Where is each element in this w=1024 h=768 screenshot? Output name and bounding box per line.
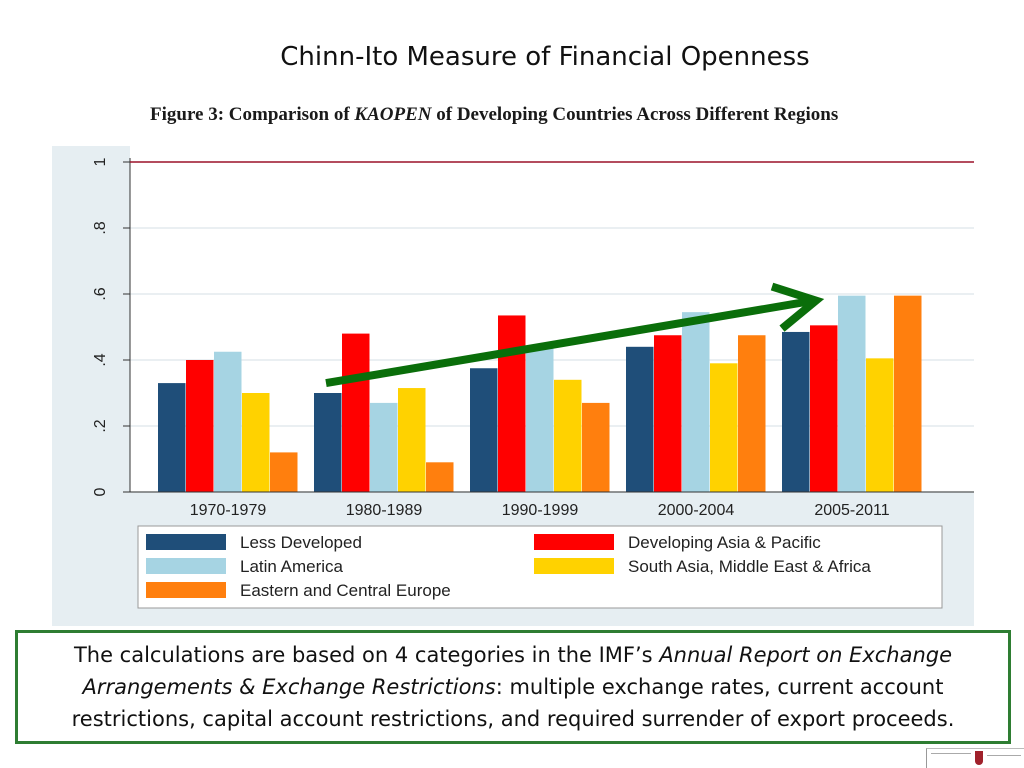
- y-tick-label: 0: [92, 487, 109, 496]
- legend-label: Less Developed: [240, 533, 362, 552]
- bar: [158, 383, 186, 492]
- figure-title-italic: KAOPEN: [354, 104, 432, 125]
- legend-label: Developing Asia & Pacific: [628, 533, 821, 552]
- legend-label: Latin America: [240, 557, 344, 576]
- figure-title-suffix: of Developing Countries Across Different…: [431, 104, 839, 125]
- legend-swatch: [146, 558, 226, 574]
- chart-panel: 0 .2 .4 .6 .8 1 1970-1979 1980-1989 1990-1999 200…: [52, 146, 974, 626]
- y-tick-label: 1: [92, 157, 109, 166]
- bar: [810, 325, 838, 492]
- y-tick-label: .6: [92, 287, 109, 300]
- bar: [866, 358, 894, 492]
- legend-swatch: [534, 534, 614, 550]
- legend-swatch: [146, 534, 226, 550]
- slide-title: Chinn-Ito Measure of Financial Openness: [280, 42, 810, 72]
- legend-swatch: [146, 582, 226, 598]
- bar: [214, 351, 242, 492]
- bar: [314, 393, 342, 492]
- caption-box: The calculations are based on 4 categori…: [15, 630, 1011, 744]
- bar: [470, 368, 498, 492]
- figure-title: Figure 3: Comparison of KAOPEN of Develo…: [150, 104, 980, 126]
- bar: [526, 346, 554, 492]
- bar: [894, 295, 922, 492]
- trend-arrow-head: [770, 282, 825, 332]
- bar: [838, 295, 866, 492]
- bar: [626, 346, 654, 492]
- caption-part2: : multiple exchange rates, current accou…: [71, 675, 955, 731]
- y-tick-label: .8: [92, 221, 109, 234]
- bar: [242, 393, 270, 492]
- bar: [710, 363, 738, 492]
- legend-label: South Asia, Middle East & Africa: [628, 557, 871, 576]
- bar: [582, 402, 610, 492]
- shield-icon: [975, 751, 983, 765]
- bar: [426, 462, 454, 492]
- x-tick-label: 1970-1979: [190, 502, 267, 519]
- caption-text: The calculations are based on 4 categori…: [26, 639, 1000, 735]
- bar: [186, 360, 214, 492]
- bar: [738, 335, 766, 492]
- figure-title-prefix: Figure 3: Comparison of: [150, 104, 355, 125]
- caption-italic: Annual Report on Exchange Arrangements &…: [82, 643, 953, 699]
- bar: [782, 331, 810, 492]
- bar: [342, 333, 370, 492]
- x-tick-label: 1980-1989: [346, 502, 423, 519]
- bar-chart: 0 .2 .4 .6 .8 1 1970-1979 1980-1989 1990-1999 200…: [92, 146, 974, 609]
- y-tick-label: .2: [92, 419, 109, 432]
- trend-arrow-shaft: [325, 297, 809, 388]
- x-tick-label: 1990-1999: [502, 502, 579, 519]
- bar: [654, 335, 682, 492]
- caption-part1: The calculations are based on 4 categori…: [73, 643, 660, 667]
- bar: [398, 388, 426, 492]
- logo-line: [931, 753, 971, 754]
- legend-label: Eastern and Central Europe: [240, 581, 451, 600]
- x-tick-label: 2000-2004: [658, 502, 735, 519]
- legend-swatch: [534, 558, 614, 574]
- y-tick-label: .4: [92, 353, 109, 366]
- bar: [270, 452, 298, 492]
- x-tick-label: 2005-2011: [814, 502, 889, 519]
- bar: [554, 379, 582, 492]
- bar: [682, 312, 710, 492]
- logo-line: [987, 755, 1021, 756]
- bar: [498, 315, 526, 492]
- bar: [370, 402, 398, 492]
- university-logo: [926, 748, 1024, 768]
